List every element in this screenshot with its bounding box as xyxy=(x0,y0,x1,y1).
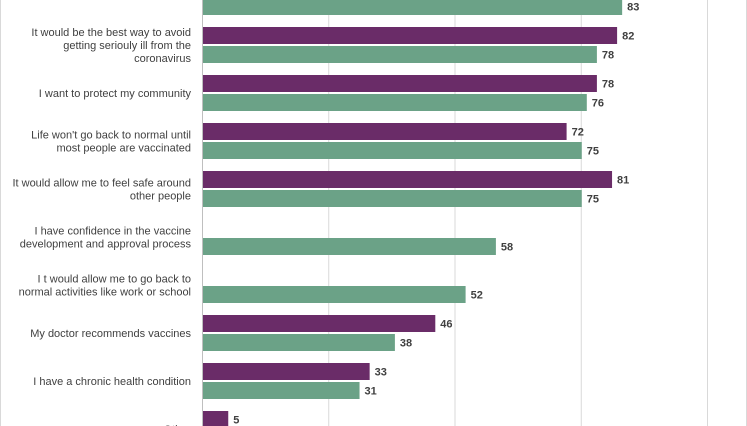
bar-series-2 xyxy=(203,46,597,63)
bar-series-2 xyxy=(203,142,582,159)
bar-series-1 xyxy=(203,123,567,140)
data-label: 75 xyxy=(587,194,599,206)
category-label: I have a chronic health condition xyxy=(33,376,191,388)
data-label: 78 xyxy=(602,50,614,62)
bar-series-1 xyxy=(203,171,613,188)
bar-series-2 xyxy=(203,0,623,15)
category-label: My doctor recommends vaccines xyxy=(30,328,191,340)
data-label: 52 xyxy=(471,290,483,302)
data-label: 5 xyxy=(233,415,239,426)
bar-series-2 xyxy=(203,382,360,399)
data-label: 83 xyxy=(627,2,639,14)
data-label: 76 xyxy=(592,98,604,110)
category-label: I want to protect my community xyxy=(39,88,192,100)
data-label: 75 xyxy=(587,146,599,158)
data-label: 78 xyxy=(602,79,614,91)
data-label: 58 xyxy=(501,242,513,254)
bar-series-2 xyxy=(203,334,395,351)
data-label: 33 xyxy=(375,367,387,379)
data-label: 82 xyxy=(622,31,634,43)
bar-series-1 xyxy=(203,411,229,426)
bar-series-1 xyxy=(203,315,436,332)
bar-series-2 xyxy=(203,190,582,207)
bar-series-2 xyxy=(203,286,466,303)
category-label: Life won't go back to normal until most p… xyxy=(31,130,191,155)
data-label: 81 xyxy=(617,175,629,187)
bar-series-1 xyxy=(203,27,618,44)
data-label: 38 xyxy=(400,338,412,350)
bar-series-1 xyxy=(203,75,597,92)
category-label: Other xyxy=(163,424,191,426)
bars xyxy=(203,0,623,426)
category-label: I t would allow me to go back to normal a… xyxy=(19,274,191,299)
data-label: 72 xyxy=(572,127,584,139)
bar-series-2 xyxy=(203,94,587,111)
data-label: 46 xyxy=(440,319,452,331)
category-label: It would be the best way to avoid getting… xyxy=(31,27,191,65)
data-label: 31 xyxy=(365,386,377,398)
category-label: It would allow me to feel safe around oth… xyxy=(12,178,191,203)
labels: 83 It would be the best way to avoid getti… xyxy=(12,2,639,426)
bar-series-2 xyxy=(203,238,496,255)
bar-series-1 xyxy=(203,363,370,380)
gridlines xyxy=(202,0,708,426)
category-label: I have confidence in the vaccine developm… xyxy=(20,226,192,251)
